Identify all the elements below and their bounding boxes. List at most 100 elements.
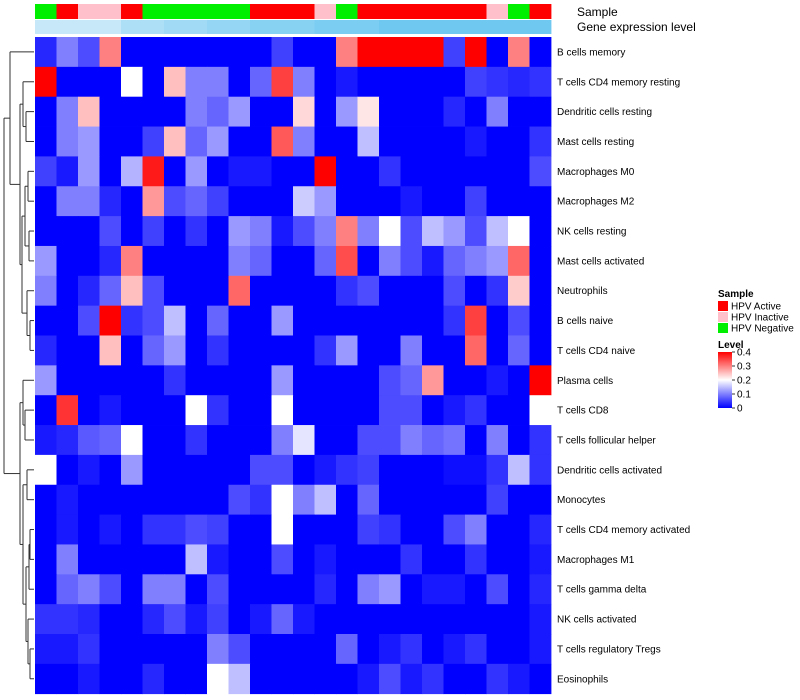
heatmap-cell bbox=[379, 604, 401, 635]
heatmap-cell bbox=[314, 156, 337, 187]
heatmap-cell bbox=[379, 275, 401, 307]
heatmap-cell bbox=[207, 66, 229, 98]
row-label: Mast cells activated bbox=[557, 256, 644, 267]
heatmap-cell bbox=[336, 365, 358, 396]
expression-cell bbox=[314, 20, 337, 34]
heatmap-cell bbox=[142, 37, 165, 68]
sample-cell bbox=[357, 4, 380, 19]
sample-cell bbox=[465, 4, 487, 19]
heatmap-cell bbox=[78, 454, 100, 486]
heatmap-cell bbox=[207, 663, 229, 695]
heatmap-cell bbox=[357, 484, 380, 515]
heatmap-cell bbox=[529, 454, 552, 486]
heatmap-cell bbox=[465, 216, 487, 247]
expression-cell bbox=[35, 20, 57, 34]
heatmap-cell bbox=[35, 37, 57, 68]
heatmap-cell bbox=[271, 574, 294, 605]
heatmap-cell bbox=[465, 484, 487, 515]
heatmap-cell bbox=[99, 216, 122, 247]
heatmap-cell bbox=[99, 126, 122, 157]
heatmap-cell bbox=[379, 365, 401, 396]
heatmap-cell bbox=[529, 186, 552, 217]
row-label: B cells memory bbox=[557, 47, 625, 58]
heatmap-cell bbox=[35, 544, 57, 575]
heatmap-cell bbox=[250, 66, 272, 98]
heatmap-cell bbox=[185, 395, 208, 426]
heatmap-cell bbox=[422, 156, 444, 187]
heatmap-cell bbox=[486, 454, 509, 486]
heatmap-cell bbox=[357, 66, 380, 98]
heatmap-cell bbox=[529, 604, 552, 635]
heatmap-cell bbox=[271, 454, 294, 486]
heatmap-cell bbox=[508, 156, 530, 187]
heatmap-cell bbox=[78, 425, 100, 456]
heatmap-cell bbox=[271, 395, 294, 426]
heatmap-cell bbox=[293, 66, 315, 98]
heatmap-cell bbox=[142, 484, 165, 515]
heatmap-cell bbox=[78, 305, 100, 336]
heatmap-cell bbox=[400, 37, 423, 68]
heatmap-cell bbox=[314, 395, 337, 426]
heatmap-cell bbox=[164, 663, 186, 695]
heatmap-cell bbox=[35, 66, 57, 98]
heatmap-cell bbox=[271, 544, 294, 575]
heatmap-cell bbox=[336, 634, 358, 665]
heatmap-cell bbox=[529, 395, 552, 426]
heatmap-cell bbox=[99, 275, 122, 307]
heatmap-cell bbox=[185, 96, 208, 127]
heatmap-cell bbox=[314, 604, 337, 635]
heatmap-cell bbox=[228, 335, 251, 366]
row-label: Eosinophils bbox=[557, 674, 608, 685]
heatmap-cell bbox=[400, 126, 423, 157]
heatmap-cell bbox=[78, 663, 100, 695]
heatmap-cell bbox=[314, 425, 337, 456]
heatmap-cell bbox=[78, 37, 100, 68]
heatmap-cell bbox=[336, 126, 358, 157]
heatmap-cell bbox=[508, 186, 530, 217]
heatmap-cell bbox=[121, 37, 143, 68]
heatmap-cell bbox=[443, 126, 466, 157]
heatmap-cell bbox=[121, 454, 143, 486]
heatmap-cell bbox=[271, 305, 294, 336]
heatmap-cell bbox=[250, 484, 272, 515]
heatmap-cell bbox=[357, 514, 380, 545]
heatmap-cell bbox=[443, 335, 466, 366]
heatmap-cell bbox=[422, 425, 444, 456]
heatmap-cell bbox=[185, 454, 208, 486]
heatmap-cell bbox=[35, 186, 57, 217]
expression-cell bbox=[443, 20, 466, 34]
heatmap-cell bbox=[78, 574, 100, 605]
heatmap-cell bbox=[250, 365, 272, 396]
heatmap-cell bbox=[207, 395, 229, 426]
heatmap-cell bbox=[78, 275, 100, 307]
heatmap-cell bbox=[121, 186, 143, 217]
heatmap-cell bbox=[121, 634, 143, 665]
heatmap-cell bbox=[35, 245, 57, 277]
sample-cell bbox=[121, 4, 143, 19]
heatmap-cell bbox=[336, 305, 358, 336]
row-label: NK cells activated bbox=[557, 615, 636, 626]
heatmap-cell bbox=[529, 96, 552, 127]
heatmap-cell bbox=[78, 216, 100, 247]
expression-cell bbox=[228, 20, 251, 34]
heatmap-cell bbox=[207, 544, 229, 575]
heatmap-cell bbox=[293, 96, 315, 127]
heatmap-cell bbox=[529, 544, 552, 575]
heatmap-cell bbox=[35, 395, 57, 426]
heatmap-cell bbox=[422, 245, 444, 277]
heatmap-cell bbox=[185, 663, 208, 695]
heatmap-cell bbox=[293, 604, 315, 635]
heatmap-cell bbox=[271, 186, 294, 217]
heatmap-cell bbox=[379, 186, 401, 217]
heatmap-cell bbox=[142, 634, 165, 665]
heatmap-cell bbox=[293, 126, 315, 157]
heatmap-cell bbox=[293, 634, 315, 665]
heatmap-cell bbox=[99, 365, 122, 396]
expression-cell bbox=[250, 20, 272, 34]
sample-cell bbox=[336, 4, 358, 19]
heatmap-cell bbox=[142, 544, 165, 575]
sample-legend-swatch bbox=[718, 323, 728, 333]
heatmap-cell bbox=[293, 454, 315, 486]
sample-legend-swatch bbox=[718, 312, 728, 322]
heatmap-cell bbox=[314, 216, 337, 247]
